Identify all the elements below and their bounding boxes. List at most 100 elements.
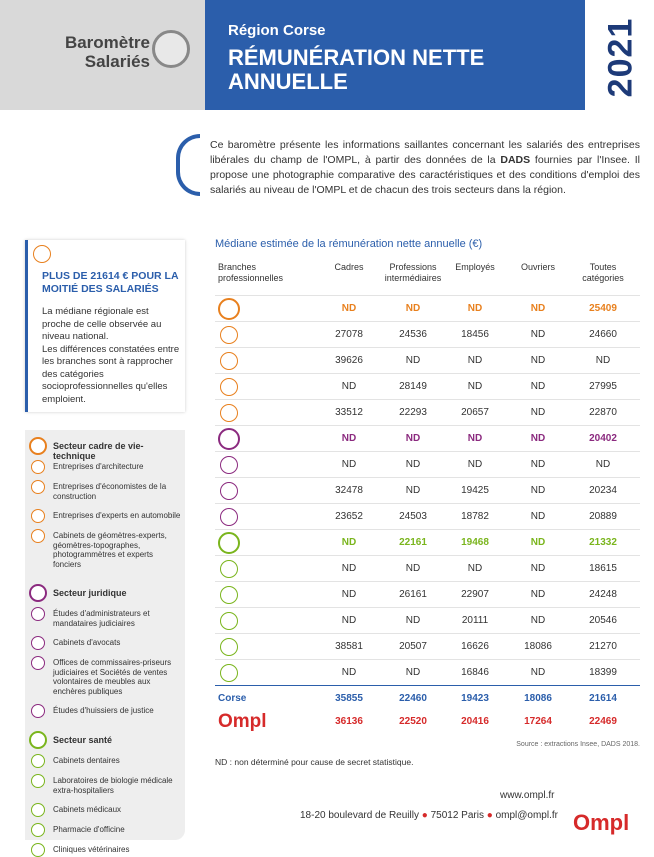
row-icon: [220, 560, 238, 578]
table-cell: ND: [405, 615, 421, 626]
legend-item: Pharmacie d'officine: [53, 825, 125, 834]
footer-web: www.ompl.fr: [500, 790, 555, 801]
row-icon: [220, 586, 238, 604]
table-row: 27078 24536 18456 ND 24660: [215, 321, 640, 347]
table-cell: 22870: [589, 407, 617, 418]
bracket: [176, 134, 200, 196]
table-cell: 36136: [335, 716, 363, 727]
table-row: ND ND ND ND 18615: [215, 555, 640, 581]
column-header: Cadres: [334, 262, 364, 272]
item-icon: [31, 607, 45, 621]
region: Région Corse: [228, 22, 326, 39]
legend-item: Entreprises d'économistes de la construc…: [53, 482, 167, 501]
table-cell: ND: [405, 667, 421, 678]
table-cell: 18615: [589, 563, 617, 574]
table-cell: ND: [530, 303, 546, 314]
table-cell: 24660: [589, 329, 617, 340]
intro-text: Ce baromètre présente les informations s…: [210, 139, 640, 166]
intro: Ce baromètre présente les informations s…: [210, 138, 640, 198]
table-cell: 20111: [461, 615, 489, 626]
column-header: Ouvriers: [520, 262, 555, 272]
sector-icon: [29, 437, 47, 455]
table-cell: ND: [405, 303, 421, 314]
table-row: ND ND ND ND 25409: [215, 295, 640, 321]
table-row: ND 22161 19468 ND 21332: [215, 529, 640, 555]
title-line: RÉMUNÉRATION NETTE: [228, 45, 485, 70]
column-header: Toutes catégories: [582, 262, 624, 283]
logo-text: Baromètre Salariés: [65, 33, 150, 71]
table-cell: 22161: [399, 537, 427, 548]
legend-item: Entreprises d'architecture: [53, 462, 144, 471]
table-cell: 20657: [461, 407, 489, 418]
table-cell: ND: [530, 511, 546, 522]
table-cell: 20402: [589, 433, 617, 444]
year-strip: [585, 0, 654, 110]
table-row: 39626 ND ND ND ND: [215, 347, 640, 373]
sector-icon: [29, 584, 47, 602]
item-icon: [31, 843, 45, 857]
table-cell: ND: [530, 433, 546, 444]
intro-text: fournies par l'Insee. Il propose une pho…: [210, 154, 640, 196]
item-icon: [31, 754, 45, 768]
row-icon: [220, 664, 238, 682]
table-cell: 39626: [335, 355, 363, 366]
address: 18-20 boulevard de Reuilly: [300, 810, 419, 821]
table-cell: 21270: [589, 641, 617, 652]
row-label: Ompl: [218, 711, 267, 732]
row-icon: [220, 326, 238, 344]
item-icon: [31, 774, 45, 788]
table-cell: ND: [530, 537, 546, 548]
row-icon: [220, 638, 238, 656]
row-icon: [220, 508, 238, 526]
table-cell: 22469: [589, 716, 617, 727]
title-line: ANNUELLE: [228, 69, 348, 94]
table-cell: 20546: [589, 615, 617, 626]
table-cell: ND: [530, 459, 546, 470]
table-cell: 20507: [399, 641, 427, 652]
table-cell: 20234: [589, 485, 617, 496]
table-cell: ND: [530, 381, 546, 392]
row-icon: [220, 482, 238, 500]
table-cell: ND: [405, 433, 421, 444]
table-cell: 19468: [461, 537, 489, 548]
item-icon: [31, 460, 45, 474]
item-icon: [31, 529, 45, 543]
highlight-text: La médiane régionale est proche de celle…: [42, 306, 162, 342]
table-cell: ND: [530, 407, 546, 418]
table-cell: 22520: [399, 716, 427, 727]
table-row: 33512 22293 20657 ND 22870: [215, 399, 640, 425]
table-cell: 18086: [524, 641, 552, 652]
table-cell: 26161: [399, 589, 427, 600]
table-cell: ND: [530, 329, 546, 340]
legend-item: Cabinets d'avocats: [53, 638, 121, 647]
row-icon: [220, 456, 238, 474]
table-cell: 32478: [335, 485, 363, 496]
table-cell: ND: [405, 355, 421, 366]
item-icon: [31, 823, 45, 837]
legend-item: Cabinets médicaux: [53, 805, 122, 814]
table-cell: ND: [530, 589, 546, 600]
table-cell: 27078: [335, 329, 363, 340]
table-cell: ND: [341, 459, 357, 470]
legend-item: Entreprises d'experts en automobile: [53, 511, 181, 520]
table-cell: ND: [341, 589, 357, 600]
highlight-box: PLUS DE 21614 € POUR LA MOITIÉ DES SALAR…: [25, 240, 185, 412]
table-cell: ND: [467, 459, 483, 470]
table-row: ND ND 20111 ND 20546: [215, 607, 640, 633]
table-cell: ND: [595, 355, 611, 366]
sector-icon: [29, 731, 47, 749]
table-cell: 16846: [461, 667, 489, 678]
table-cell: ND: [467, 355, 483, 366]
table-cell: 17264: [524, 716, 552, 727]
table-cell: ND: [467, 381, 483, 392]
table-cell: ND: [341, 563, 357, 574]
highlight-text: Les différences constatées entre les bra…: [42, 343, 180, 405]
row-icon: [218, 298, 240, 320]
table-cell: ND: [530, 485, 546, 496]
table-cell: ND: [530, 563, 546, 574]
table-row: ND ND ND ND ND: [215, 451, 640, 477]
table-cell: ND: [405, 563, 421, 574]
table-cell: 28149: [399, 381, 427, 392]
table-cell: 21332: [589, 537, 617, 548]
row-icon: [218, 532, 240, 554]
